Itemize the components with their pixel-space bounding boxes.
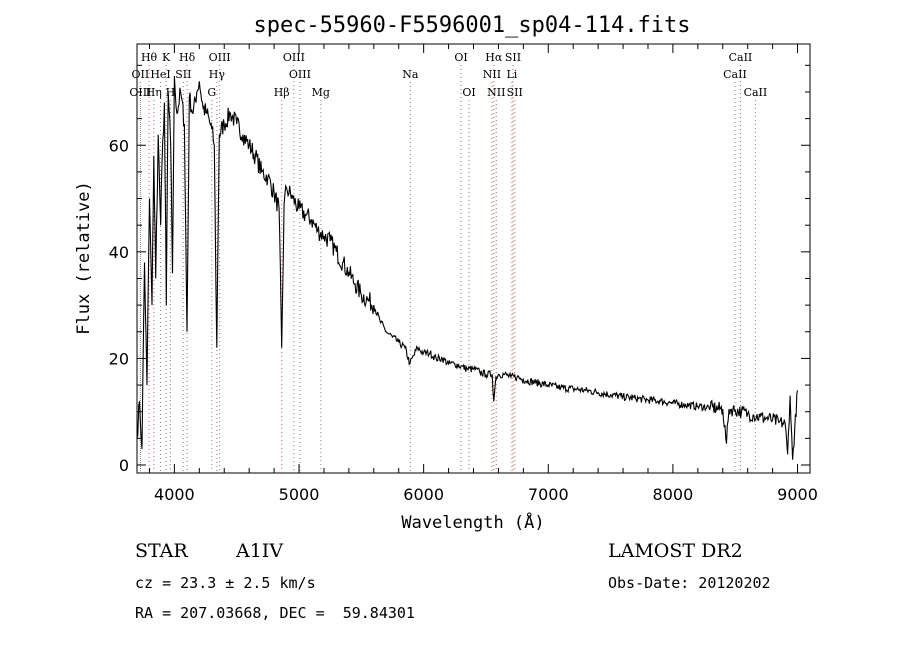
line-label: OI — [454, 51, 467, 64]
line-label: OIII — [283, 51, 305, 64]
line-label: Hα — [485, 51, 503, 64]
x-tick-label: 8000 — [653, 485, 694, 504]
line-label: Hθ — [141, 51, 158, 64]
line-label: CaII — [744, 86, 768, 99]
line-label: Mg — [312, 86, 330, 99]
line-label: OI — [462, 86, 475, 99]
line-label: HeI — [150, 68, 170, 81]
axis-ticks: 4000 5000 6000 7000 8000 9000 0 20 40 60 — [109, 44, 818, 504]
line-label: Hβ — [274, 86, 290, 99]
y-tick-label: 20 — [109, 349, 129, 368]
obs-date-text: Obs-Date: 20120202 — [608, 574, 771, 592]
ra-dec-text: RA = 207.03668, DEC = 59.84301 — [135, 604, 415, 622]
object-subclass: A1IV — [236, 540, 284, 562]
x-axis-label: Wavelength (Å) — [401, 511, 544, 533]
line-label: OIII — [129, 86, 151, 99]
y-tick-label: 0 — [119, 456, 129, 475]
spectrum-line — [136, 75, 799, 460]
chart-title: spec-55960-F5596001_sp04-114.fits — [253, 13, 690, 38]
line-label: NII — [487, 86, 505, 99]
line-label: Na — [402, 68, 419, 81]
x-tick-label: 7000 — [528, 485, 569, 504]
x-tick-label: 5000 — [279, 485, 320, 504]
line-label: OII — [132, 68, 150, 81]
line-label: G — [207, 86, 216, 99]
line-label: Hδ — [179, 51, 196, 64]
line-label: Hη — [146, 86, 162, 99]
line-label: OIII — [209, 51, 231, 64]
line-label: SII — [175, 68, 191, 81]
line-label: NII — [483, 68, 501, 81]
object-class: STAR — [135, 540, 188, 562]
redshift-text: cz = 23.3 ± 2.5 km/s — [135, 574, 316, 592]
y-axis-label: Flux (relative) — [74, 181, 94, 335]
line-label: H — [166, 86, 176, 99]
line-label: CaII — [723, 68, 747, 81]
line-label: Li — [506, 68, 517, 81]
line-label: OIII — [289, 68, 311, 81]
y-tick-label: 40 — [109, 243, 129, 262]
line-label: SII — [505, 51, 521, 64]
y-tick-label: 60 — [109, 136, 129, 155]
x-tick-label: 6000 — [403, 485, 444, 504]
line-label: Hγ — [209, 68, 226, 81]
line-label: SII — [507, 86, 523, 99]
x-tick-label: 4000 — [154, 485, 195, 504]
line-label: CaII — [729, 51, 753, 64]
x-tick-label: 9000 — [777, 485, 818, 504]
survey-name: LAMOST DR2 — [608, 540, 743, 562]
line-label: K — [162, 51, 171, 64]
